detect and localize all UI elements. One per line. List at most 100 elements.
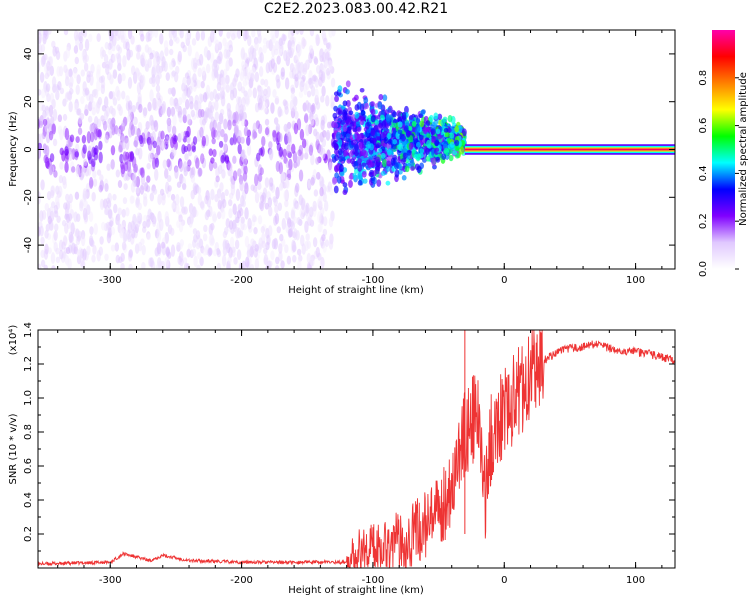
spectrogram-cell: [401, 136, 407, 141]
spectrogram-cell: [202, 92, 208, 103]
spectrogram-cell: [284, 210, 290, 220]
x-tick-label: -200: [230, 575, 253, 586]
spectrogram-cell: [211, 211, 217, 222]
spectrogram-cell: [38, 89, 42, 96]
spectrogram-cell: [244, 182, 249, 195]
spectrogram-cell: [259, 201, 265, 212]
spectrogram-cell: [361, 170, 367, 178]
spectrogram-cell: [217, 56, 223, 65]
spectrogram-cell: [108, 91, 113, 100]
spectrogram-cell: [449, 132, 455, 139]
spectrogram-cell: [440, 118, 446, 127]
spectrogram-cell: [162, 159, 167, 169]
spectrogram-cell: [59, 161, 64, 170]
spectrogram-cell: [64, 161, 69, 173]
spectrogram-cell: [199, 201, 205, 209]
spectrogram-cell: [332, 112, 338, 119]
spectrogram-cell: [120, 34, 125, 43]
spectrogram-cell: [315, 131, 320, 142]
x-tick-label: -300: [99, 575, 122, 586]
spectrogram-cell: [215, 175, 220, 183]
spectrogram-cell: [136, 212, 142, 222]
spectrogram-cell: [127, 233, 132, 243]
spectrogram-cell: [169, 61, 174, 70]
spectrogram-cell: [195, 242, 201, 250]
spectrogram-cell: [306, 240, 311, 250]
spectrogram-cell: [258, 66, 264, 77]
spectrogram-cell: [328, 161, 333, 173]
spectrogram-cell: [228, 208, 233, 219]
spectrogram-cell: [291, 143, 296, 154]
spectrogram-cell: [318, 76, 323, 87]
spectrogram-cell: [52, 138, 58, 147]
spectrogram-cell: [454, 139, 460, 147]
spectrogram-cell: [401, 175, 407, 181]
spectrogram-cell: [179, 30, 184, 39]
spectrogram-cell: [80, 234, 86, 247]
spectrogram-cell: [38, 133, 44, 146]
spectrogram-cell: [407, 126, 413, 132]
spectrogram-cell: [62, 113, 68, 121]
spectrogram-cell: [278, 146, 284, 157]
spectrogram-cell: [88, 211, 94, 222]
spectrogram-cell: [149, 52, 154, 60]
spectrogram-cell: [156, 144, 161, 156]
spectrogram-cell: [143, 182, 149, 192]
spectrogram-cell: [382, 158, 387, 168]
spectrogram-cell: [343, 150, 348, 157]
spectrogram-cell: [274, 212, 280, 225]
spectrogram-cell: [159, 188, 165, 196]
spectrogram-cell: [296, 248, 302, 256]
spectrogram-cell: [242, 79, 248, 87]
spectrogram-cell: [333, 185, 339, 194]
spectrogram-cell: [160, 107, 165, 115]
spectrogram-cell: [133, 163, 138, 173]
spectrogram-cell: [243, 52, 248, 61]
spectrogram-cell: [419, 120, 425, 128]
spectrogram-cell: [180, 131, 185, 140]
spectrogram-cell: [98, 151, 103, 164]
spectrogram-cell: [212, 119, 218, 131]
spectrogram-cell: [220, 128, 225, 138]
spectrogram-cell: [166, 158, 171, 168]
spectrogram-cell: [57, 125, 63, 135]
spectrogram-cell: [137, 202, 142, 211]
spectrogram-cell: [138, 135, 144, 145]
spectrogram-cell: [318, 49, 324, 60]
y-tick-label: 1.2: [23, 356, 34, 372]
spectrogram-cell: [151, 77, 156, 88]
spectrogram-cell: [128, 249, 134, 258]
spectrogram-cell: [139, 54, 145, 67]
spectrogram-cell: [278, 132, 283, 143]
spectrogram-cell: [263, 102, 268, 113]
spectrogram-cell: [217, 199, 222, 210]
spectrogram-cell: [68, 101, 73, 113]
spectrogram-cell: [202, 233, 208, 242]
spectrogram-cell: [64, 127, 70, 141]
spectrogram-cell: [434, 147, 440, 152]
spectrogram-cell: [182, 257, 188, 265]
spectrogram-cell: [190, 189, 195, 200]
spectrogram-cell: [175, 65, 180, 75]
spectrogram-cell: [96, 33, 101, 43]
spectrogram-cell: [217, 211, 222, 220]
spectrogram-cell: [310, 176, 315, 186]
spectrogram-cell: [200, 80, 205, 89]
spectrogram-cell: [265, 40, 271, 49]
spectrogram-cell: [366, 159, 371, 166]
spectrogram-cell: [170, 193, 176, 201]
spectrogram-cell: [264, 177, 270, 188]
spectrogram-cell: [199, 126, 204, 138]
spectrogram-cell: [96, 79, 101, 92]
spectrogram-cell: [315, 139, 320, 151]
spectrogram-cell: [212, 148, 217, 158]
spectrogram-cell: [425, 120, 431, 126]
spectrogram-cell: [314, 117, 320, 127]
spectrogram-cell: [339, 171, 345, 177]
spectrogram-cell: [106, 232, 112, 244]
spectrogram-cell: [212, 161, 218, 169]
spectrogram-x-label: Height of straight line (km): [288, 285, 424, 296]
spectrogram-cell: [370, 115, 376, 123]
spectrogram-cell: [218, 30, 223, 37]
colorbar-tick-label: 0.8: [698, 70, 709, 86]
